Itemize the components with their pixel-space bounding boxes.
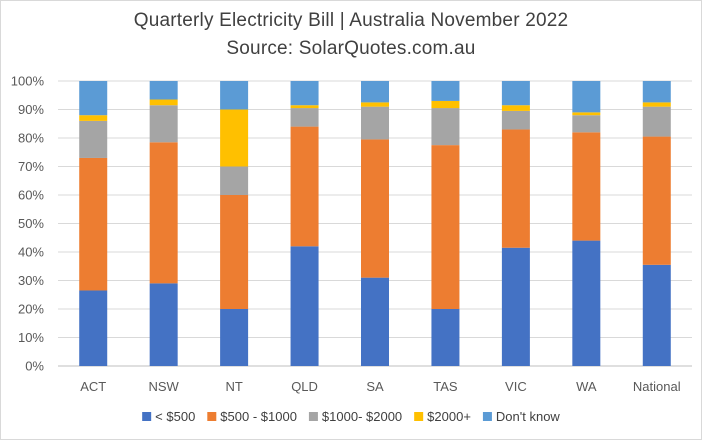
bar-segment-qld-series-0 <box>290 246 319 366</box>
legend-item: $1000- $2000 <box>308 409 402 424</box>
bar-segment-tas-series-1 <box>431 145 460 310</box>
bar-segment-nsw-series-0 <box>149 283 178 366</box>
y-tick-label: 20% <box>18 302 44 317</box>
bar-segment-nt-series-4 <box>220 81 249 110</box>
bar-segment-qld-series-3 <box>290 105 319 109</box>
x-axis: ACT NSW NT QLD SA TAS VIC WA National <box>80 379 681 394</box>
bar-segment-vic-series-4 <box>501 81 530 106</box>
bar-segment-nt-series-2 <box>220 166 249 195</box>
bar-segment-tas-series-4 <box>431 81 460 101</box>
bar-segment-vic-series-1 <box>501 129 530 248</box>
x-tick-label: NT <box>225 379 242 394</box>
bar-segment-vic-series-0 <box>501 247 530 366</box>
legend-label: $2000+ <box>427 409 471 424</box>
legend-swatch <box>142 412 152 421</box>
legend-item: $2000+ <box>414 409 471 424</box>
bar-segment-vic-series-2 <box>501 110 530 130</box>
legend-label: $500 - $1000 <box>220 409 297 424</box>
legend-label: Don't know <box>496 409 561 424</box>
bar-segment-nsw-series-1 <box>149 142 178 284</box>
bar-segment-tas-series-0 <box>431 309 460 366</box>
bar-segment-nsw-series-2 <box>149 105 178 143</box>
bar-segment-wa-series-2 <box>572 115 601 133</box>
bar-segment-wa-series-0 <box>572 240 601 366</box>
y-axis: 0% 10% 20% 30% 40% 50% 60% 70% 80% 90% 100% <box>11 74 45 374</box>
bar-segment-tas-series-3 <box>431 100 460 109</box>
y-tick-label: 70% <box>18 159 44 174</box>
bar-segment-national-series-2 <box>642 106 671 137</box>
x-tick-label: SA <box>366 379 384 394</box>
x-tick-label: VIC <box>505 379 527 394</box>
legend-swatch <box>414 412 424 421</box>
bar-segment-wa-series-3 <box>572 112 601 116</box>
y-tick-label: 10% <box>18 330 44 345</box>
bar-segment-act-series-3 <box>79 115 108 121</box>
bar-segment-sa-series-1 <box>361 139 389 278</box>
bar-segment-nsw-series-4 <box>149 81 178 100</box>
bar-segment-national-series-3 <box>642 102 671 107</box>
bar-segment-sa-series-4 <box>361 81 389 103</box>
bar-segment-act-series-4 <box>79 81 108 116</box>
bar-segment-wa-series-1 <box>572 132 601 241</box>
legend-label: < $500 <box>155 409 195 424</box>
bar-segment-national-series-4 <box>642 81 671 103</box>
legend-item: $500 - $1000 <box>207 409 297 424</box>
x-tick-label: QLD <box>291 379 318 394</box>
bar-segment-national-series-0 <box>642 264 671 366</box>
y-tick-label: 60% <box>18 188 44 203</box>
bars <box>79 81 671 366</box>
bar-segment-wa-series-4 <box>572 81 601 113</box>
chart-subtitle: Source: SolarQuotes.com.au <box>226 38 476 59</box>
bar-segment-nsw-series-3 <box>149 99 178 106</box>
y-tick-label: 100% <box>11 74 45 89</box>
x-tick-label: NSW <box>148 379 179 394</box>
legend-swatch <box>308 412 318 421</box>
y-tick-label: 50% <box>18 216 44 231</box>
legend-label: $1000- $2000 <box>322 409 402 424</box>
bar-segment-qld-series-1 <box>290 126 319 247</box>
chart-title: Quarterly Electricity Bill | Australia N… <box>133 10 569 31</box>
bar-segment-act-series-2 <box>79 120 108 158</box>
legend: < $500 $500 - $1000 $1000- $2000 $2000+ Don'… <box>142 409 560 424</box>
legend-item: < $500 <box>142 409 195 424</box>
x-tick-label: ACT <box>80 379 106 394</box>
bar-segment-act-series-1 <box>79 157 108 291</box>
bar-segment-tas-series-2 <box>431 108 460 146</box>
legend-swatch <box>482 412 492 421</box>
bar-segment-national-series-1 <box>642 136 671 265</box>
bar-segment-nt-series-3 <box>220 109 249 167</box>
bar-segment-vic-series-3 <box>501 105 530 111</box>
bar-segment-act-series-0 <box>79 290 108 366</box>
y-tick-label: 0% <box>25 359 44 374</box>
legend-item: Don't know <box>482 409 561 424</box>
bar-segment-sa-series-2 <box>361 106 389 140</box>
bar-segment-sa-series-0 <box>361 277 389 366</box>
y-tick-label: 30% <box>18 273 44 288</box>
y-tick-label: 40% <box>18 245 44 260</box>
y-tick-label: 90% <box>18 102 44 117</box>
x-tick-label: National <box>633 379 681 394</box>
y-tick-label: 80% <box>18 131 44 146</box>
bar-segment-qld-series-2 <box>290 108 319 127</box>
legend-swatch <box>207 412 217 421</box>
bar-segment-nt-series-1 <box>220 195 249 309</box>
bar-segment-sa-series-3 <box>361 102 389 107</box>
bar-segment-nt-series-0 <box>220 309 249 366</box>
x-tick-label: TAS <box>433 379 458 394</box>
bar-segment-qld-series-4 <box>290 81 319 106</box>
x-tick-label: WA <box>576 379 597 394</box>
